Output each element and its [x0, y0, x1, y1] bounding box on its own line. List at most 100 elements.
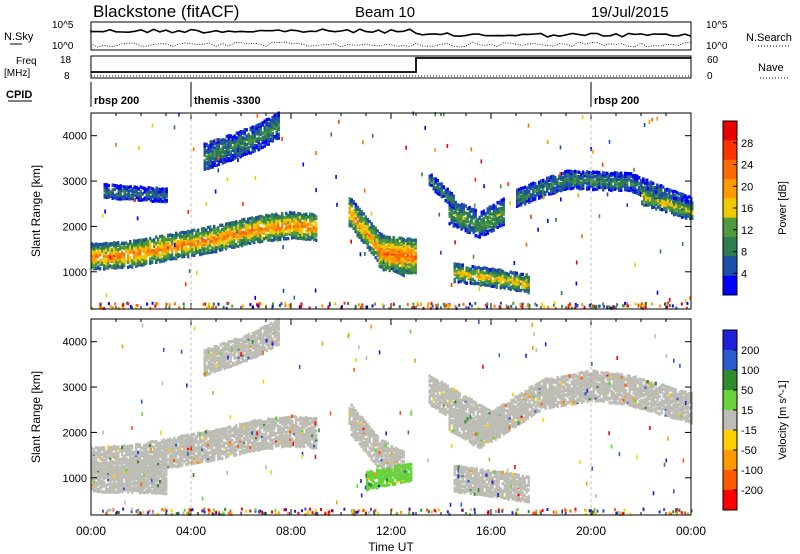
echo-cell — [295, 213, 298, 217]
echo-cell — [219, 238, 222, 243]
echo-cell — [239, 140, 242, 145]
echo-cell — [107, 193, 110, 197]
echo-cell — [414, 246, 417, 250]
echo-cell — [181, 239, 184, 243]
echo-cell — [354, 227, 357, 232]
echo-cell — [455, 273, 458, 277]
echo-cell — [235, 142, 238, 146]
echo-cell — [526, 186, 529, 190]
echo-cell — [448, 207, 451, 211]
echo-cell — [488, 222, 491, 226]
echo-cell — [107, 248, 110, 252]
nave-tick-bottom: 0 — [707, 71, 713, 82]
echo-cell — [145, 447, 148, 452]
echo-cell — [491, 273, 494, 277]
echo-cell — [185, 248, 188, 253]
echo-cell — [464, 227, 467, 231]
noise-cell — [111, 306, 114, 310]
echo-cell — [406, 268, 409, 272]
echo-cell — [163, 191, 166, 196]
echo-cell — [165, 246, 168, 250]
echo-cell — [406, 260, 409, 265]
echo-cell — [159, 189, 162, 194]
echo-cell — [195, 243, 198, 247]
echo-cell — [358, 211, 361, 216]
echo-cell — [608, 176, 611, 180]
echo-cell — [223, 245, 226, 249]
echo-cell — [197, 457, 200, 461]
echo-cell — [187, 436, 190, 440]
echo-cell — [257, 237, 260, 241]
echo-cell — [368, 234, 371, 238]
echo-cell — [471, 265, 474, 269]
echo-cell — [610, 182, 613, 186]
echo-cell — [229, 152, 232, 157]
echo-cell — [177, 254, 180, 258]
echo-cell — [195, 251, 198, 255]
echo-cell — [129, 450, 132, 454]
echo-cell — [412, 238, 415, 243]
echo-cell — [500, 215, 503, 220]
echo-cell — [412, 258, 415, 262]
echo-cell — [99, 242, 102, 247]
echo-cell — [665, 205, 668, 209]
echo-cell — [666, 187, 669, 192]
echo-cell — [143, 464, 146, 469]
echo-cell — [253, 149, 256, 153]
echo-cell — [251, 136, 254, 140]
echo-cell — [145, 248, 148, 252]
echo-cell — [370, 224, 373, 228]
echo-cell — [169, 247, 172, 251]
echo-cell — [137, 262, 140, 266]
echo-cell — [398, 255, 401, 259]
echo-cell — [564, 170, 567, 174]
echo-cell — [163, 438, 166, 442]
echo-cell — [275, 115, 278, 119]
echo-cell — [101, 262, 104, 266]
echo-cell — [468, 227, 471, 231]
echo-cell — [646, 183, 649, 187]
echo-cell — [157, 449, 160, 453]
echo-cell — [566, 182, 569, 186]
echo-cell — [217, 232, 220, 236]
echo-cell — [233, 221, 236, 225]
echo-cell — [649, 188, 652, 192]
echo-cell — [219, 233, 222, 238]
echo-cell — [255, 126, 258, 130]
echo-cell — [396, 244, 399, 248]
echo-cell — [570, 179, 573, 184]
echo-cell — [600, 179, 603, 184]
echo-cell — [509, 287, 512, 291]
echo-cell — [173, 463, 176, 468]
echo-cell — [253, 129, 256, 133]
echo-cell — [460, 202, 463, 207]
echo-cell — [370, 236, 373, 241]
echo-cell — [295, 234, 298, 238]
echo-cell — [293, 219, 296, 223]
echo-cell — [115, 244, 118, 248]
echo-cell — [691, 203, 694, 207]
echo-cell — [117, 260, 120, 264]
echo-cell — [616, 186, 619, 190]
echo-cell — [263, 142, 266, 146]
echo-cell — [602, 183, 605, 188]
echo-cell — [412, 264, 415, 268]
echo-cell — [113, 471, 116, 476]
echo-cell — [273, 234, 276, 238]
echo-cell — [179, 231, 182, 235]
echo-cell — [203, 233, 206, 237]
echo-cell — [199, 445, 202, 450]
noise-cell — [412, 302, 415, 306]
echo-cell — [119, 186, 122, 190]
echo-cell — [522, 186, 525, 190]
echo-cell — [481, 273, 484, 277]
echo-cell — [205, 160, 208, 165]
noise-cell — [272, 302, 274, 306]
echo-cell — [185, 445, 188, 449]
echo-cell — [263, 216, 266, 220]
echo-cell — [209, 234, 212, 239]
echo-cell — [640, 179, 643, 183]
echo-cell — [159, 187, 162, 192]
echo-cell — [473, 279, 476, 283]
echo-cell — [207, 453, 210, 457]
